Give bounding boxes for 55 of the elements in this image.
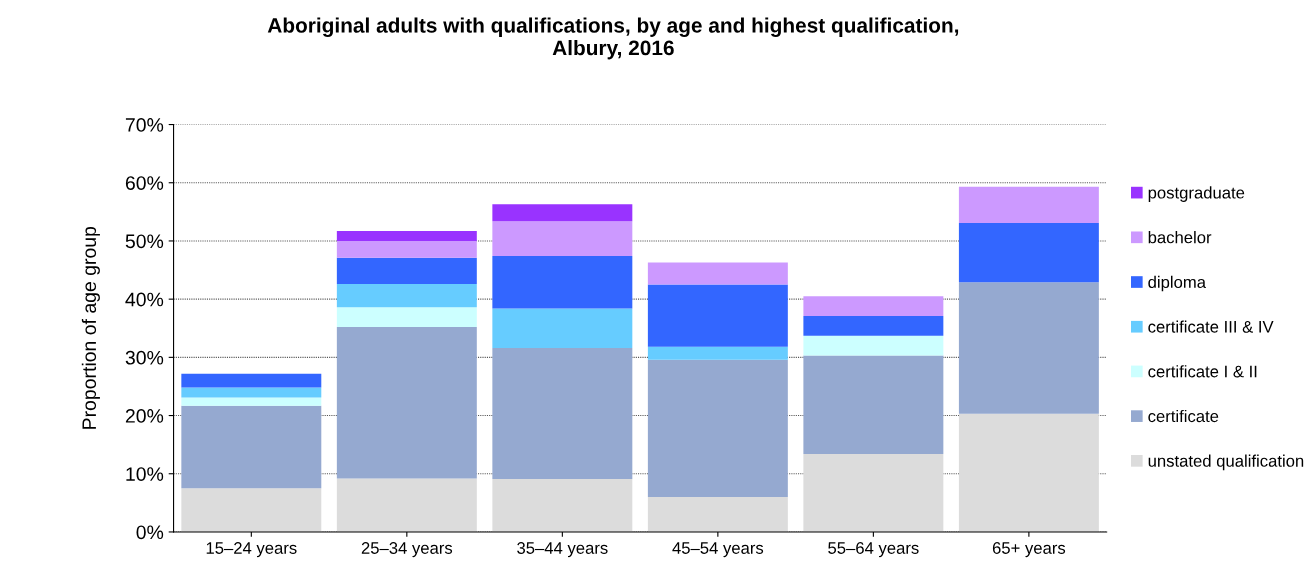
bar <box>647 262 788 285</box>
legend-label: unstated qualification <box>1148 454 1304 471</box>
bar <box>492 204 633 222</box>
y-tick-label: 60% <box>125 176 164 190</box>
bar <box>647 497 788 532</box>
legend-label: postgraduate <box>1148 186 1245 202</box>
y-tick-label: 0% <box>136 525 164 540</box>
bar <box>336 307 477 328</box>
chart-title: Aboriginal adults with qualifications, by age and highest qualification, Albury, 2016 <box>267 17 959 60</box>
bar <box>336 284 477 308</box>
y-tick-label: 10% <box>126 467 164 481</box>
x-tick-label: 65+ years <box>992 542 1066 558</box>
y-tick-label: 30% <box>125 350 164 365</box>
legend-label: diploma <box>1148 275 1206 292</box>
bar <box>958 282 1099 414</box>
bar <box>647 359 788 498</box>
bar <box>958 222 1099 283</box>
x-tick-label: 15–24 years <box>206 542 297 558</box>
bar <box>492 256 633 309</box>
y-tick-label: 50% <box>125 234 164 249</box>
y-tick-label: 70% <box>125 118 164 132</box>
bar <box>181 373 322 388</box>
y-axis-title: Proportion of age group <box>81 226 100 429</box>
bar <box>492 348 633 479</box>
bar <box>958 186 1099 223</box>
x-tick-label: 25–34 years <box>361 542 453 558</box>
y-tick-label: 20% <box>125 409 164 423</box>
bar <box>803 355 944 454</box>
bar <box>647 346 788 360</box>
bar <box>336 240 477 258</box>
bar <box>181 488 322 532</box>
bar <box>492 221 633 257</box>
bar <box>803 335 944 356</box>
legend-label: certificate <box>1148 409 1219 423</box>
bar <box>803 296 944 317</box>
y-tick-label: 40% <box>125 292 164 307</box>
bar <box>492 478 633 532</box>
bar <box>492 308 633 349</box>
legend-label: certificate I & II <box>1148 365 1257 378</box>
legend-label: certificate III & IV <box>1148 320 1274 333</box>
bar <box>336 257 477 285</box>
x-tick-label: 55–64 years <box>828 542 919 558</box>
x-tick-label: 35–44 years <box>517 542 608 558</box>
bar <box>181 405 322 489</box>
bar <box>803 316 944 336</box>
bar <box>803 453 944 532</box>
bar <box>181 397 322 406</box>
bar <box>336 327 477 479</box>
bar <box>336 231 477 241</box>
legend-label: bachelor <box>1148 231 1212 244</box>
x-tick-label: 45–54 years <box>672 542 764 558</box>
bar <box>336 478 477 532</box>
bar <box>181 387 322 398</box>
bar <box>647 284 788 347</box>
bar <box>958 413 1099 532</box>
